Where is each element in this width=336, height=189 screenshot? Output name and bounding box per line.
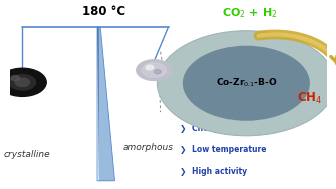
Polygon shape xyxy=(99,27,115,181)
Circle shape xyxy=(15,78,30,87)
Text: ❯: ❯ xyxy=(180,145,186,154)
Circle shape xyxy=(9,75,36,90)
Circle shape xyxy=(157,31,335,136)
Text: Low temperature: Low temperature xyxy=(192,145,267,154)
Circle shape xyxy=(146,65,154,70)
Circle shape xyxy=(11,76,19,81)
Text: High activity: High activity xyxy=(192,167,248,176)
Text: Co-Zr$_{0.1}$-B-O: Co-Zr$_{0.1}$-B-O xyxy=(216,77,277,90)
Text: crystalline: crystalline xyxy=(4,150,50,159)
Circle shape xyxy=(137,60,172,81)
Circle shape xyxy=(154,70,161,74)
Text: CO$_2$ + H$_2$: CO$_2$ + H$_2$ xyxy=(222,6,277,20)
Text: ❯: ❯ xyxy=(180,167,186,176)
Circle shape xyxy=(0,68,46,96)
Circle shape xyxy=(142,63,166,77)
Text: Cheap metal catalyst: Cheap metal catalyst xyxy=(192,124,284,133)
Polygon shape xyxy=(97,27,99,181)
Text: ❯: ❯ xyxy=(180,124,186,133)
Text: amorphous: amorphous xyxy=(122,143,173,152)
Text: 180 °C: 180 °C xyxy=(82,5,125,19)
Circle shape xyxy=(183,46,310,121)
Text: CH$_4$: CH$_4$ xyxy=(297,91,323,106)
